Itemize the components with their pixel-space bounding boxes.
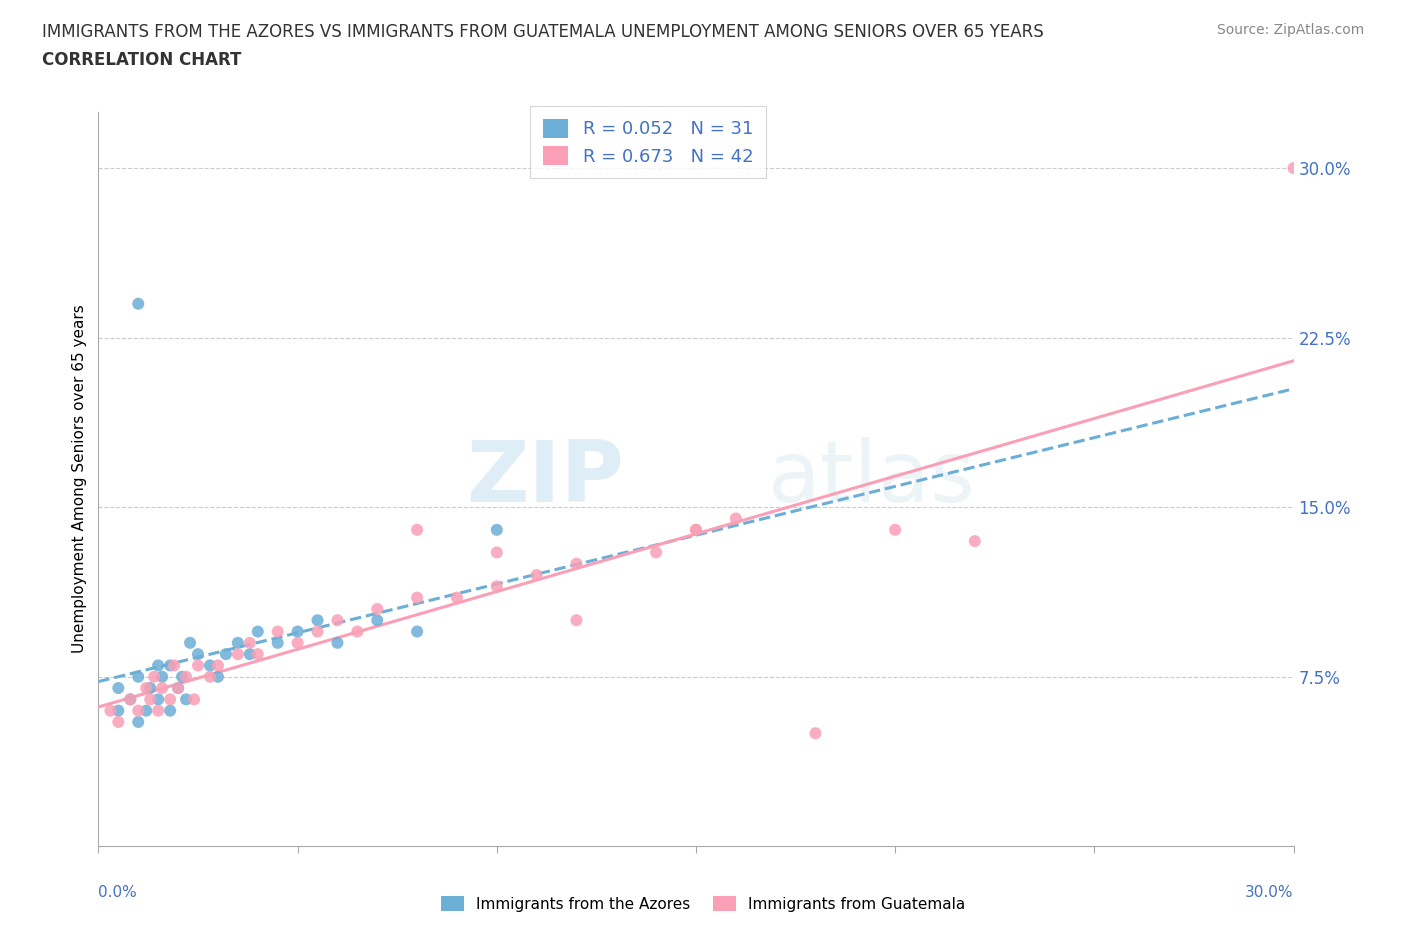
Point xyxy=(346,624,368,639)
Point xyxy=(485,578,508,593)
Point xyxy=(148,703,170,718)
Point xyxy=(446,591,468,605)
Point xyxy=(239,646,262,661)
Point xyxy=(127,714,149,729)
Point xyxy=(159,692,181,707)
Point xyxy=(326,613,349,628)
Legend: R = 0.052   N = 31, R = 0.673   N = 42: R = 0.052 N = 31, R = 0.673 N = 42 xyxy=(530,106,766,179)
Point xyxy=(366,613,388,628)
Point xyxy=(287,635,309,650)
Point xyxy=(884,523,907,538)
Point xyxy=(804,725,827,740)
Point xyxy=(120,692,142,707)
Point xyxy=(120,692,142,707)
Legend: Immigrants from the Azores, Immigrants from Guatemala: Immigrants from the Azores, Immigrants f… xyxy=(434,889,972,918)
Point xyxy=(307,624,329,639)
Point xyxy=(148,658,170,673)
Point xyxy=(139,681,162,696)
Text: 30.0%: 30.0% xyxy=(1246,885,1294,900)
Point xyxy=(167,681,190,696)
Point xyxy=(150,681,173,696)
Point xyxy=(127,670,149,684)
Point xyxy=(159,658,181,673)
Point xyxy=(159,703,181,718)
Point xyxy=(127,297,149,312)
Y-axis label: Unemployment Among Seniors over 65 years: Unemployment Among Seniors over 65 years xyxy=(72,305,87,653)
Point xyxy=(287,624,309,639)
Point xyxy=(685,523,707,538)
Point xyxy=(267,635,290,650)
Point xyxy=(267,624,290,639)
Point xyxy=(406,624,429,639)
Point xyxy=(183,692,205,707)
Point xyxy=(179,635,201,650)
Point xyxy=(107,703,129,718)
Point xyxy=(174,692,197,707)
Point xyxy=(98,703,122,718)
Point xyxy=(685,523,707,538)
Point xyxy=(485,523,508,538)
Point xyxy=(246,624,269,639)
Point xyxy=(127,703,149,718)
Point xyxy=(226,646,249,661)
Point xyxy=(198,670,221,684)
Point xyxy=(366,602,388,617)
Point xyxy=(150,670,173,684)
Point xyxy=(485,545,508,560)
Point xyxy=(135,681,157,696)
Point xyxy=(107,714,129,729)
Point xyxy=(148,692,170,707)
Point xyxy=(645,545,668,560)
Text: Source: ZipAtlas.com: Source: ZipAtlas.com xyxy=(1216,23,1364,37)
Point xyxy=(174,670,197,684)
Point xyxy=(167,681,190,696)
Point xyxy=(143,670,166,684)
Point xyxy=(307,613,329,628)
Point xyxy=(406,523,429,538)
Point xyxy=(163,658,186,673)
Point xyxy=(1282,161,1305,176)
Point xyxy=(963,534,986,549)
Point xyxy=(215,646,238,661)
Text: CORRELATION CHART: CORRELATION CHART xyxy=(42,51,242,69)
Point xyxy=(198,658,221,673)
Point xyxy=(172,670,194,684)
Point xyxy=(139,692,162,707)
Point xyxy=(526,567,548,582)
Point xyxy=(187,646,209,661)
Text: atlas: atlas xyxy=(768,437,976,521)
Text: IMMIGRANTS FROM THE AZORES VS IMMIGRANTS FROM GUATEMALA UNEMPLOYMENT AMONG SENIO: IMMIGRANTS FROM THE AZORES VS IMMIGRANTS… xyxy=(42,23,1043,41)
Point xyxy=(406,591,429,605)
Point xyxy=(207,670,229,684)
Point xyxy=(565,613,588,628)
Point xyxy=(565,556,588,571)
Point xyxy=(326,635,349,650)
Point xyxy=(239,635,262,650)
Text: 0.0%: 0.0% xyxy=(98,885,138,900)
Point xyxy=(135,703,157,718)
Point xyxy=(107,681,129,696)
Point xyxy=(226,635,249,650)
Point xyxy=(724,512,747,526)
Text: ZIP: ZIP xyxy=(467,437,624,521)
Point xyxy=(187,658,209,673)
Point xyxy=(207,658,229,673)
Point xyxy=(246,646,269,661)
